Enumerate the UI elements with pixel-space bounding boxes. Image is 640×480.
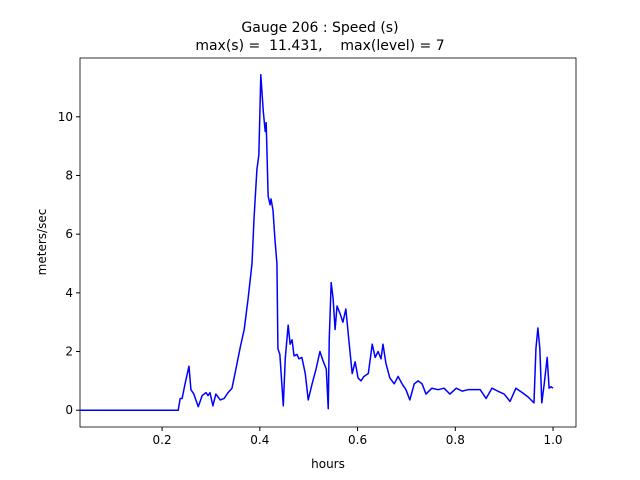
chart-title: Gauge 206 : Speed (s) (241, 20, 398, 36)
plot-frame (79, 57, 577, 428)
y-tick-label: 10 (58, 110, 73, 124)
y-tick-label: 4 (65, 286, 73, 300)
y-tick-label: 6 (65, 227, 73, 241)
data-line (80, 74, 554, 411)
x-tick-label: 0.8 (446, 433, 465, 447)
x-tick-label: 0.6 (348, 433, 367, 447)
x-tick-label: 1.0 (543, 433, 562, 447)
y-tick-label: 0 (65, 403, 73, 417)
y-axis-label: meters/sec (35, 209, 49, 276)
y-tick-label: 2 (65, 345, 73, 359)
y-tick-label: 8 (65, 168, 73, 182)
chart-subtitle: max(s) = 11.431, max(level) = 7 (195, 38, 444, 54)
x-axis-label: hours (311, 457, 345, 471)
x-tick-label: 0.4 (250, 433, 269, 447)
x-tick-label: 0.2 (153, 433, 172, 447)
